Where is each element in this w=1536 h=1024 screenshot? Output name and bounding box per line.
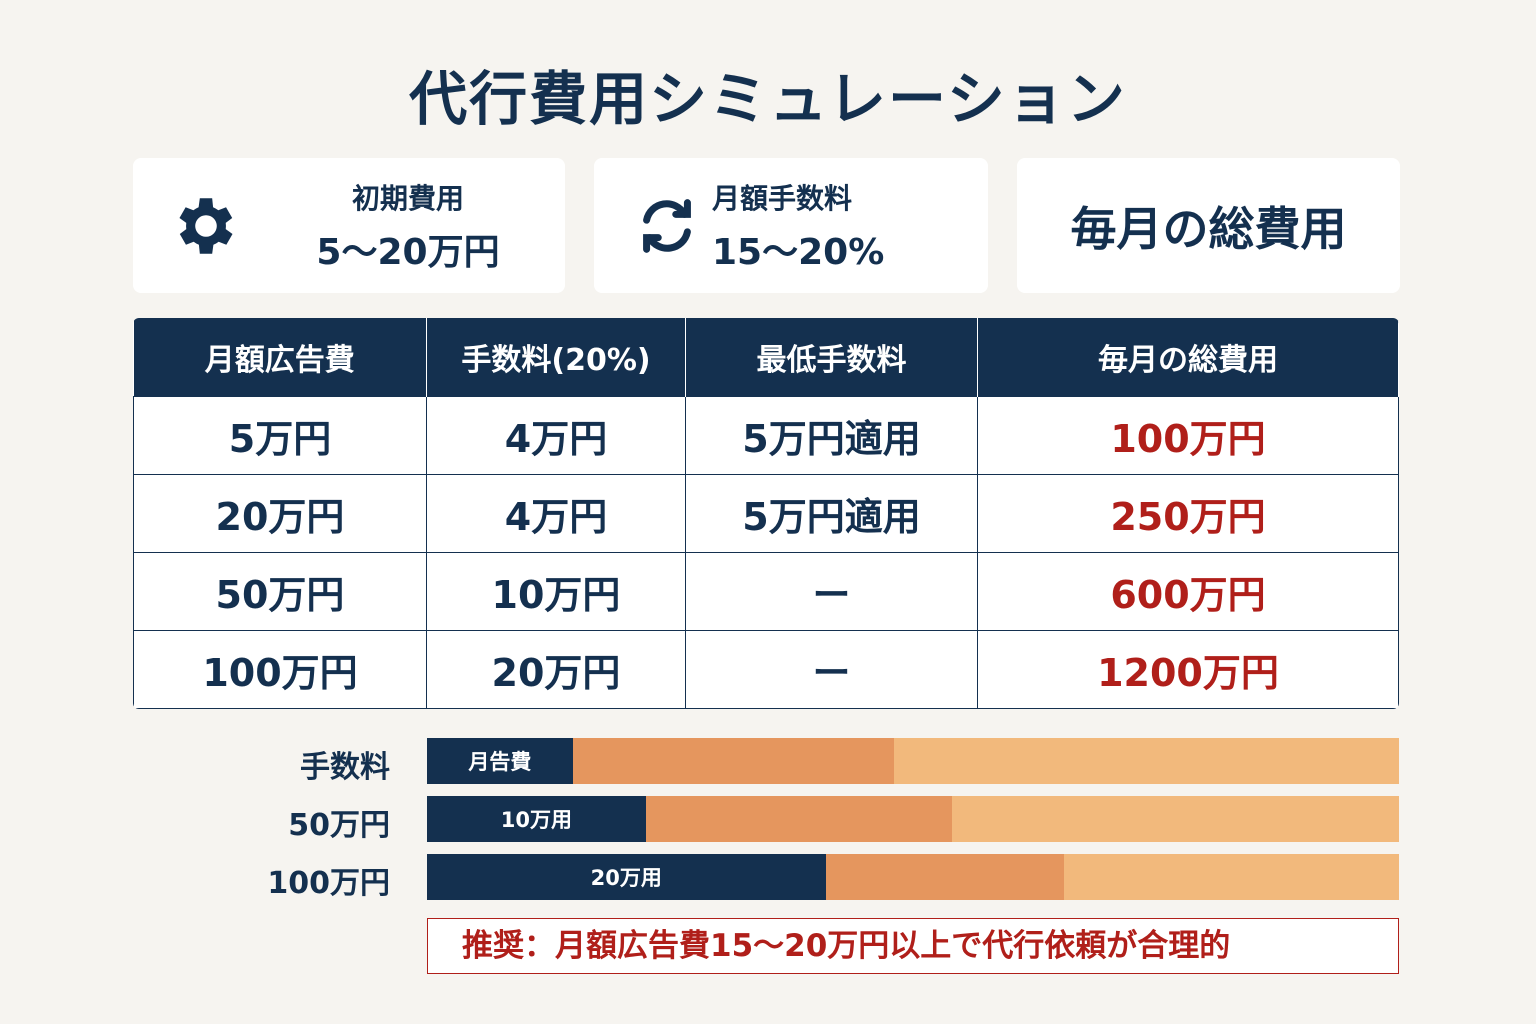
bar-navy-segment: 月告費 <box>427 738 573 784</box>
header-ad-spend: 月額広告費 <box>133 318 427 396</box>
bar-track: 10万用 <box>427 796 1399 842</box>
bar-inner-label: 10万用 <box>500 808 572 832</box>
table-row: 20万円 4万円 5万円適用 250万円 <box>133 473 1399 553</box>
gear-icon <box>161 189 251 263</box>
bar-track: 20万用 <box>427 854 1399 900</box>
table-cell: 50万円 <box>133 551 427 631</box>
bar-label: 100万円 <box>267 866 390 901</box>
table-cell: 20万円 <box>133 473 427 553</box>
table-cell: 600万円 <box>977 551 1399 631</box>
table-cell: 4万円 <box>426 473 686 553</box>
table-cell: 5万円適用 <box>685 473 978 553</box>
header-total: 毎月の総費用 <box>977 318 1399 396</box>
table-cell: 4万円 <box>426 395 686 475</box>
monthly-fee-card: 月額手数料 15〜20% <box>594 158 988 293</box>
bar-label: 手数料 <box>300 750 390 785</box>
header-min-fee: 最低手数料 <box>685 318 978 396</box>
bar-navy-segment: 20万用 <box>427 854 826 900</box>
page-title: 代行費用シミュレーション <box>409 65 1127 133</box>
bar-inner-label: 月告費 <box>468 750 532 774</box>
bar-navy-segment: 10万用 <box>427 796 646 842</box>
card-value: 5〜20万円 <box>316 231 500 273</box>
card-label: 初期費用 <box>351 181 464 215</box>
table-cell: 1200万円 <box>977 629 1399 709</box>
card-label: 月額手数料 <box>712 181 853 215</box>
table-cell: 100万円 <box>133 629 427 709</box>
bar-track: 月告費 <box>427 738 1399 784</box>
bar-row: 100万円 20万用 <box>260 854 1400 901</box>
table-cell: 5万円適用 <box>685 395 978 475</box>
table-cell: 100万円 <box>977 395 1399 475</box>
initial-cost-card: 初期費用 5〜20万円 <box>133 158 565 293</box>
table-cell: 20万円 <box>426 629 686 709</box>
bar-label: 50万円 <box>288 808 390 843</box>
refresh-icon <box>622 191 712 261</box>
table-cell: 250万円 <box>977 473 1399 553</box>
table-row: 5万円 4万円 5万円適用 100万円 <box>133 395 1399 475</box>
table-cell: 10万円 <box>426 551 686 631</box>
recommendation-note: 推奨：月額広告費15〜20万円以上で代行依頼が合理的 <box>427 918 1399 974</box>
monthly-total-card: 毎月の総費用 <box>1017 158 1400 293</box>
bar-inner-label: 20万用 <box>590 866 662 890</box>
table-cell: ー <box>685 629 978 709</box>
table-cell: ー <box>685 551 978 631</box>
bar-row: 50万円 10万用 <box>260 796 1400 843</box>
table-cell: 5万円 <box>133 395 427 475</box>
cost-table: 月額広告費 手数料(20%) 最低手数料 毎月の総費用 5万円 4万円 5万円適用 1… <box>133 318 1399 709</box>
card-value: 15〜20% <box>712 231 885 273</box>
bar-row: 手数料 月告費 <box>260 738 1400 785</box>
header-fee: 手数料(20%) <box>426 318 686 396</box>
card-label: 毎月の総費用 <box>1070 201 1347 256</box>
table-row: 100万円 20万円ー 1200万円 <box>133 629 1399 709</box>
table-row: 50万円 10万円ー 600万円 <box>133 551 1399 631</box>
